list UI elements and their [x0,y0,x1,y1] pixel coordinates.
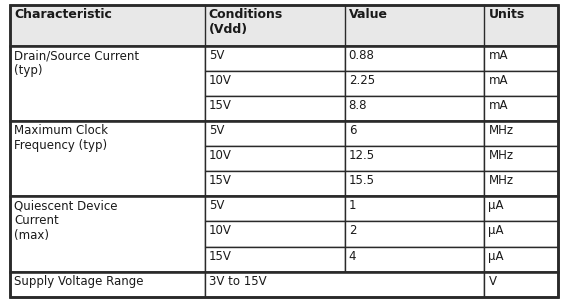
Bar [345,121,484,146]
Bar [484,196,558,221]
Text: MHz: MHz [488,175,514,188]
Text: Conditions
(Vdd): Conditions (Vdd) [209,8,283,36]
Text: Quiescent Device
Current
(max): Quiescent Device Current (max) [14,199,118,243]
Bar [484,246,558,271]
Text: Value: Value [349,8,388,21]
Bar [10,46,205,121]
Bar [205,46,345,71]
Bar [345,221,484,246]
Text: 5V: 5V [209,124,224,137]
Bar [205,146,345,172]
Text: 10V: 10V [209,224,232,237]
Text: Units: Units [488,8,524,21]
Bar [205,71,345,96]
Bar [484,271,558,297]
Bar [205,271,484,297]
Text: 15V: 15V [209,249,232,262]
Bar [484,96,558,121]
Bar [484,172,558,196]
Bar [205,246,345,271]
Bar [10,271,205,297]
Text: MHz: MHz [488,124,514,137]
Text: 12.5: 12.5 [349,149,375,162]
Bar [10,121,558,196]
Text: 5V: 5V [209,49,224,62]
Text: μA: μA [488,224,504,237]
Text: 10V: 10V [209,74,232,87]
Bar [10,271,558,297]
Text: V: V [488,275,497,288]
Text: 2: 2 [349,224,356,237]
Text: 15V: 15V [209,175,232,188]
Text: 15.5: 15.5 [349,175,375,188]
Bar [205,221,345,246]
Bar [205,121,345,146]
Bar [345,196,484,221]
Text: 2.25: 2.25 [349,74,375,87]
Text: 5V: 5V [209,199,224,213]
Bar [205,96,345,121]
Bar [345,146,484,172]
Text: 3V to 15V: 3V to 15V [209,275,266,288]
Bar [205,172,345,196]
Text: 15V: 15V [209,99,232,112]
Bar [345,71,484,96]
Text: μA: μA [488,199,504,213]
Text: MHz: MHz [488,149,514,162]
Text: 10V: 10V [209,149,232,162]
Text: mA: mA [488,99,508,112]
Bar [10,46,558,121]
Bar [10,196,558,271]
Bar [345,172,484,196]
Bar [484,146,558,172]
Bar [345,96,484,121]
Text: Maximum Clock
Frequency (typ): Maximum Clock Frequency (typ) [14,124,108,153]
Text: mA: mA [488,74,508,87]
Text: Characteristic: Characteristic [14,8,112,21]
Bar [205,196,345,221]
Bar [10,196,205,271]
Bar [345,46,484,71]
Text: μA: μA [488,249,504,262]
Text: 6: 6 [349,124,356,137]
Bar [484,46,558,71]
Bar [484,221,558,246]
Bar [484,71,558,96]
Text: Drain/Source Current
(typ): Drain/Source Current (typ) [14,49,139,77]
Bar [345,246,484,271]
Text: 8.8: 8.8 [349,99,367,112]
Text: mA: mA [488,49,508,62]
Bar [10,121,205,196]
Text: 4: 4 [349,249,356,262]
Text: 0.88: 0.88 [349,49,375,62]
Bar [484,121,558,146]
Text: Supply Voltage Range: Supply Voltage Range [14,275,143,288]
Bar [10,5,558,46]
Text: 1: 1 [349,199,356,213]
